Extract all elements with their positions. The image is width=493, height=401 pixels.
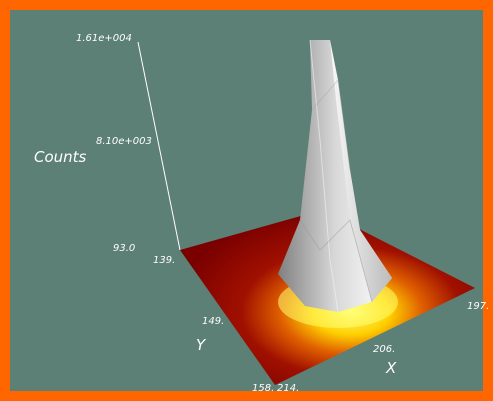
x-axis-tick-214: 214. xyxy=(277,383,300,394)
y-axis-title: Y xyxy=(196,336,206,354)
x-axis-tick-206: 206. xyxy=(373,344,396,355)
z-axis-tick-max: 1.61e+004 xyxy=(76,33,132,44)
x-axis-tick-197: 197. xyxy=(467,301,490,312)
surface-plot xyxy=(137,39,475,385)
peak-surface xyxy=(278,39,392,313)
y-axis-tick-149: 149. xyxy=(202,316,225,327)
x-axis-title: X xyxy=(386,359,397,377)
y-axis-tick-158: 158. xyxy=(252,383,275,394)
z-axis-tick-min: 93.0 xyxy=(113,243,136,254)
z-axis-title: Counts xyxy=(34,148,87,166)
y-axis-tick-139: 139. xyxy=(153,255,176,266)
render-viewport[interactable]: 1.61e+004 8.10e+003 93.0 Counts 139. 149… xyxy=(20,20,493,401)
z-axis-line xyxy=(137,41,181,251)
z-axis-tick-mid: 8.10e+003 xyxy=(96,136,152,147)
